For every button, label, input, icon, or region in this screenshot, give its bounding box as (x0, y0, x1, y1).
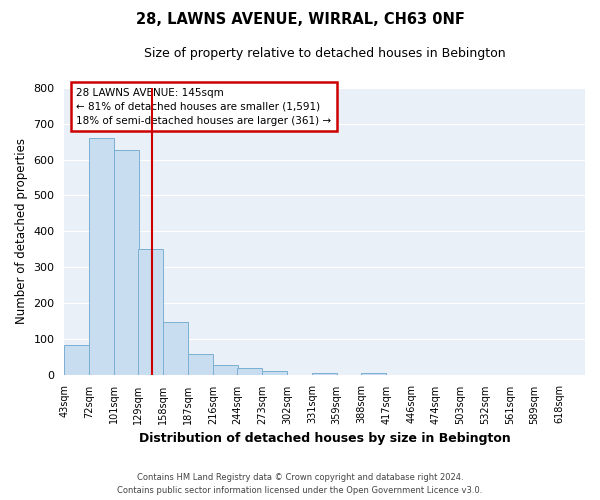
Bar (139, 249, 163, 374)
Bar (213, 365, 238, 374)
Title: Size of property relative to detached houses in Bebington: Size of property relative to detached ho… (144, 48, 506, 60)
Bar (361, 373, 386, 374)
Text: Contains HM Land Registry data © Crown copyright and database right 2024.
Contai: Contains HM Land Registry data © Crown c… (118, 474, 482, 495)
Y-axis label: Number of detached properties: Number of detached properties (15, 138, 28, 324)
Text: 28, LAWNS AVENUE, WIRRAL, CH63 0NF: 28, LAWNS AVENUE, WIRRAL, CH63 0NF (136, 12, 464, 28)
Bar (64, 345, 89, 374)
Bar (89, 138, 115, 374)
Text: 28 LAWNS AVENUE: 145sqm
← 81% of detached houses are smaller (1,591)
18% of semi: 28 LAWNS AVENUE: 145sqm ← 81% of detache… (76, 88, 332, 126)
Bar (115, 150, 139, 374)
X-axis label: Distribution of detached houses by size in Bebington: Distribution of detached houses by size … (139, 432, 511, 445)
Bar (238, 368, 262, 374)
Bar (312, 373, 337, 374)
Bar (262, 371, 287, 374)
Bar (163, 322, 188, 374)
Bar (188, 354, 213, 374)
